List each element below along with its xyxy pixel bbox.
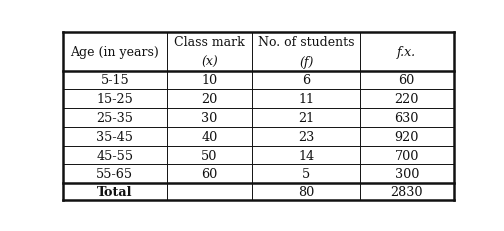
Text: Age (in years): Age (in years) [71,46,159,59]
Text: 5-15: 5-15 [100,74,129,87]
Text: 11: 11 [298,93,314,106]
Text: 700: 700 [395,149,419,162]
Text: 55-65: 55-65 [96,167,134,180]
Text: 20: 20 [202,93,218,106]
Text: 45-55: 45-55 [96,149,134,162]
Text: 630: 630 [395,112,419,125]
Text: 5: 5 [302,167,310,180]
Text: (f): (f) [299,55,313,68]
Text: f.x.: f.x. [397,46,416,59]
Text: 50: 50 [201,149,218,162]
Text: 2830: 2830 [391,185,423,198]
Text: 35-45: 35-45 [96,130,133,143]
Text: 60: 60 [202,167,218,180]
Text: 25-35: 25-35 [96,112,133,125]
Text: 23: 23 [298,130,314,143]
Text: No. of students: No. of students [258,36,354,49]
Text: 14: 14 [298,149,314,162]
Text: 30: 30 [202,112,218,125]
Text: Total: Total [97,185,133,198]
Text: 10: 10 [202,74,218,87]
Text: 60: 60 [399,74,415,87]
Text: (x): (x) [201,55,218,68]
Text: 15-25: 15-25 [96,93,133,106]
Text: 6: 6 [302,74,310,87]
Text: 80: 80 [298,185,314,198]
Text: 920: 920 [395,130,419,143]
Text: 300: 300 [395,167,419,180]
Text: 40: 40 [202,130,218,143]
Text: 220: 220 [395,93,419,106]
Text: Class mark: Class mark [174,36,245,49]
Text: 21: 21 [298,112,314,125]
